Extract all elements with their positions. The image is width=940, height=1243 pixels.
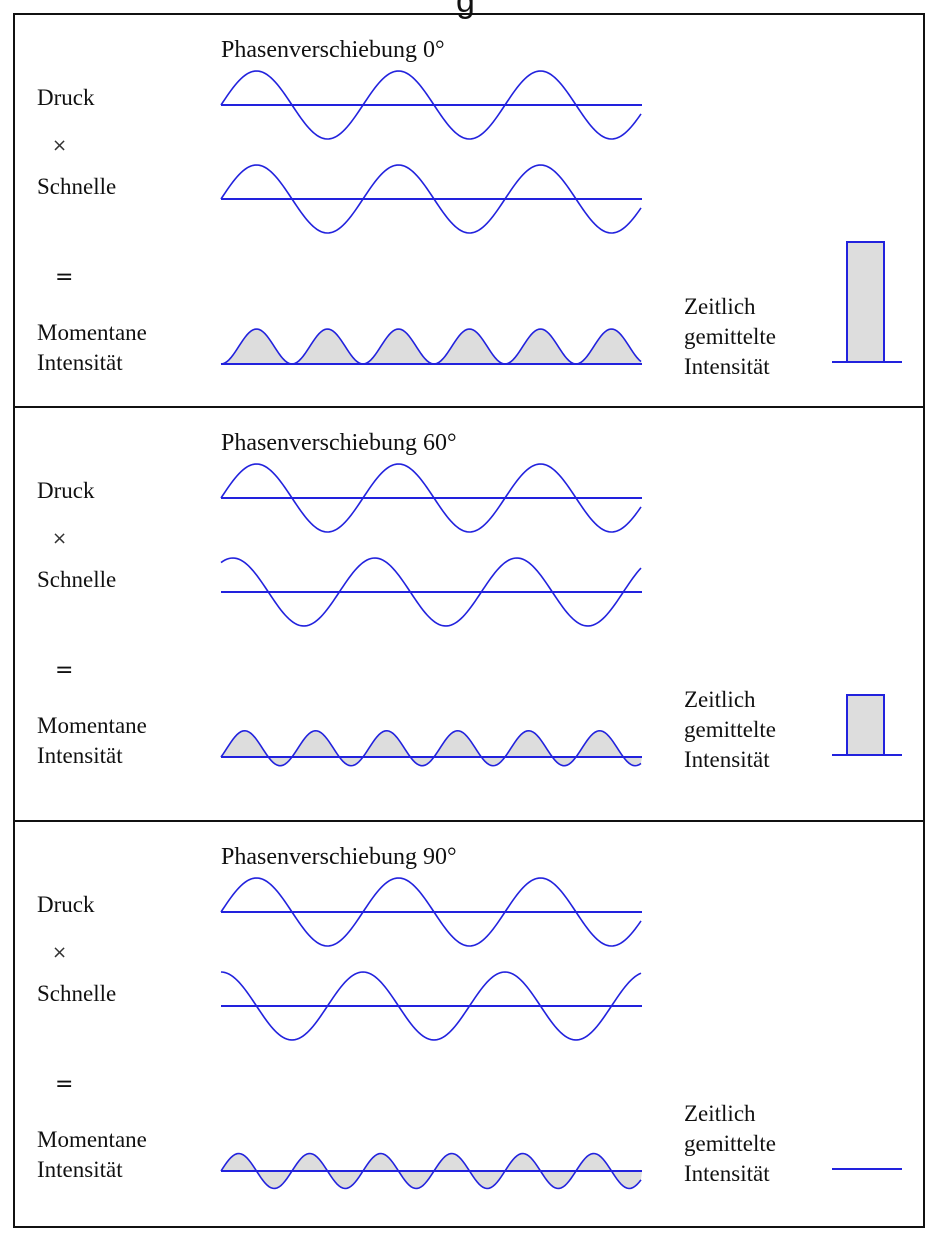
velocity-wave: [220, 971, 642, 1041]
figure-border: [13, 13, 925, 1228]
velocity-wave: [220, 557, 642, 627]
label-instant-1: Momentane: [37, 320, 147, 345]
label-instant-2: Intensität: [37, 1157, 123, 1182]
label-velocity: Schnelle: [37, 174, 116, 199]
label-average-2: gemittelte: [684, 324, 776, 349]
panel-title: Phasenverschiebung 0°: [221, 37, 445, 63]
label-times: ×: [52, 942, 67, 963]
label-pressure: Druck: [37, 478, 95, 503]
label-average-3: Intensität: [684, 354, 770, 379]
intensity-area: [221, 730, 642, 766]
label-average-3: Intensität: [684, 747, 770, 772]
label-average-2: gemittelte: [684, 717, 776, 742]
label-instant-2: Intensität: [37, 350, 123, 375]
label-velocity: Schnelle: [37, 567, 116, 592]
label-average-2: gemittelte: [684, 1131, 776, 1156]
label-pressure: Druck: [37, 892, 95, 917]
intensity-wave: [220, 729, 642, 767]
label-equals: =: [55, 1072, 73, 1097]
panel-title: Phasenverschiebung 60°: [221, 430, 457, 456]
panel-1: Phasenverschiebung 0° Druck × Schnelle = Mome…: [37, 37, 902, 379]
label-times: ×: [52, 528, 67, 549]
label-equals: =: [55, 658, 73, 683]
label-instant-1: Momentane: [37, 1127, 147, 1152]
intensity-area: [221, 329, 642, 364]
pressure-wave: [220, 463, 642, 533]
label-average-1: Zeitlich: [684, 687, 756, 712]
intensity-wave: [220, 1152, 642, 1190]
label-instant-1: Momentane: [37, 713, 147, 738]
average-intensity-bar: [846, 241, 885, 363]
intensity-wave: [220, 328, 642, 365]
label-velocity: Schnelle: [37, 981, 116, 1006]
average-intensity-bar: [846, 694, 885, 756]
label-equals: =: [55, 265, 73, 290]
label-times: ×: [52, 135, 67, 156]
label-average-3: Intensität: [684, 1161, 770, 1186]
panel-2: Phasenverschiebung 60° Druck × Schnelle = Mom…: [37, 430, 902, 772]
panel-title: Phasenverschiebung 90°: [221, 844, 457, 870]
panel-3: Phasenverschiebung 90° Druck × Schnelle = Mom…: [37, 844, 902, 1190]
pressure-wave: [220, 70, 642, 140]
velocity-wave: [220, 164, 642, 234]
label-average-1: Zeitlich: [684, 294, 756, 319]
label-instant-2: Intensität: [37, 743, 123, 768]
label-pressure: Druck: [37, 85, 95, 110]
figure-cut-title: g: [456, 0, 475, 20]
label-average-1: Zeitlich: [684, 1101, 756, 1126]
pressure-wave: [220, 877, 642, 947]
